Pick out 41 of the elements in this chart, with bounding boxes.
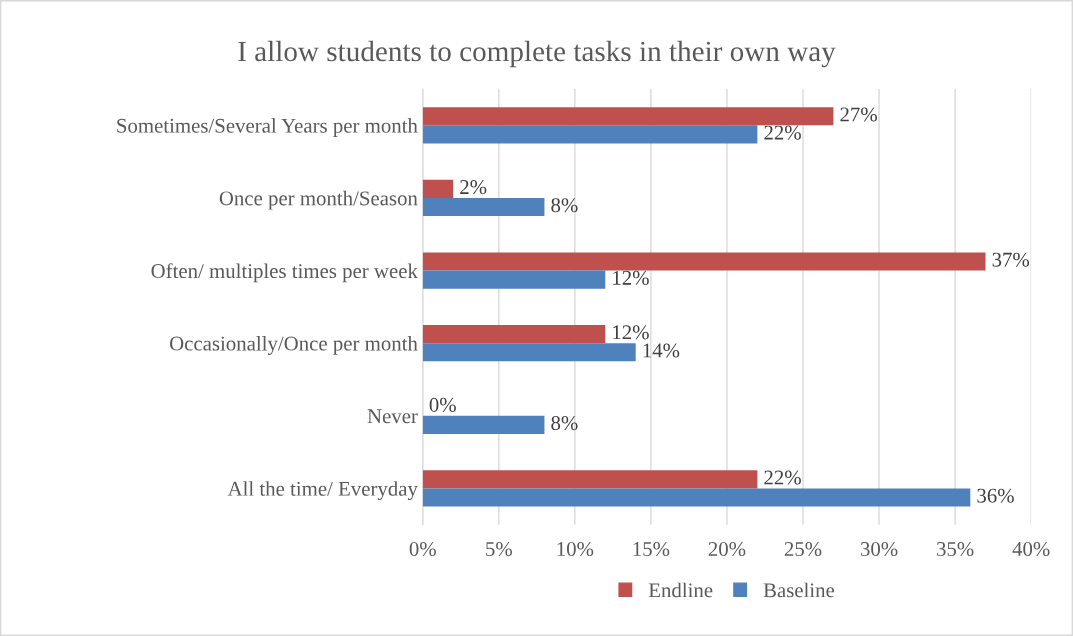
x-tick-label: 20% [708, 541, 746, 557]
x-tick-label: 15% [633, 541, 670, 557]
data-label: 22% [764, 470, 801, 485]
data-label: 37% [992, 252, 1030, 267]
data-label: 8% [551, 198, 578, 213]
y-tick-label: Never [367, 409, 418, 424]
data-label: 36% [977, 488, 1014, 503]
bar [422, 252, 986, 271]
y-tick-label: Occasionally/Once per month [169, 335, 418, 355]
legend-label: Endline [648, 582, 713, 598]
x-tick-label: 40% [1012, 541, 1050, 557]
bar [422, 107, 834, 126]
x-tick-label: 5% [486, 541, 512, 557]
x-tick-label: 35% [937, 541, 974, 557]
data-label: 2% [460, 180, 487, 195]
data-label: 12% [613, 325, 649, 340]
bar [422, 125, 758, 144]
bar [422, 343, 636, 362]
bar [422, 470, 758, 489]
x-tick-label: 10% [557, 541, 594, 557]
bar [422, 488, 971, 507]
x-tick-label: 30% [860, 541, 898, 557]
data-label: 8% [551, 416, 578, 431]
y-tick-label: Sometimes/Several Years per month [117, 118, 418, 138]
y-tick-label: All the time/ Everyday [227, 481, 418, 501]
data-label: 14% [643, 343, 680, 358]
data-label: 0% [429, 397, 456, 412]
y-tick-label: Once per month/Season [219, 190, 418, 210]
bar [422, 415, 545, 434]
data-label: 12% [613, 270, 649, 285]
data-label: 22% [764, 125, 801, 140]
y-tick-label: Often/ multiples times per week [151, 263, 418, 283]
x-tick-label: 0% [409, 541, 436, 557]
bar [422, 325, 606, 344]
legend-label: Baseline [763, 582, 835, 598]
x-tick-label: 25% [784, 541, 822, 557]
bar [422, 179, 454, 198]
data-label: 27% [840, 107, 877, 122]
chart-title: I allow students to complete tasks in their own way [238, 40, 836, 68]
bar [422, 270, 606, 289]
bar [422, 197, 545, 217]
